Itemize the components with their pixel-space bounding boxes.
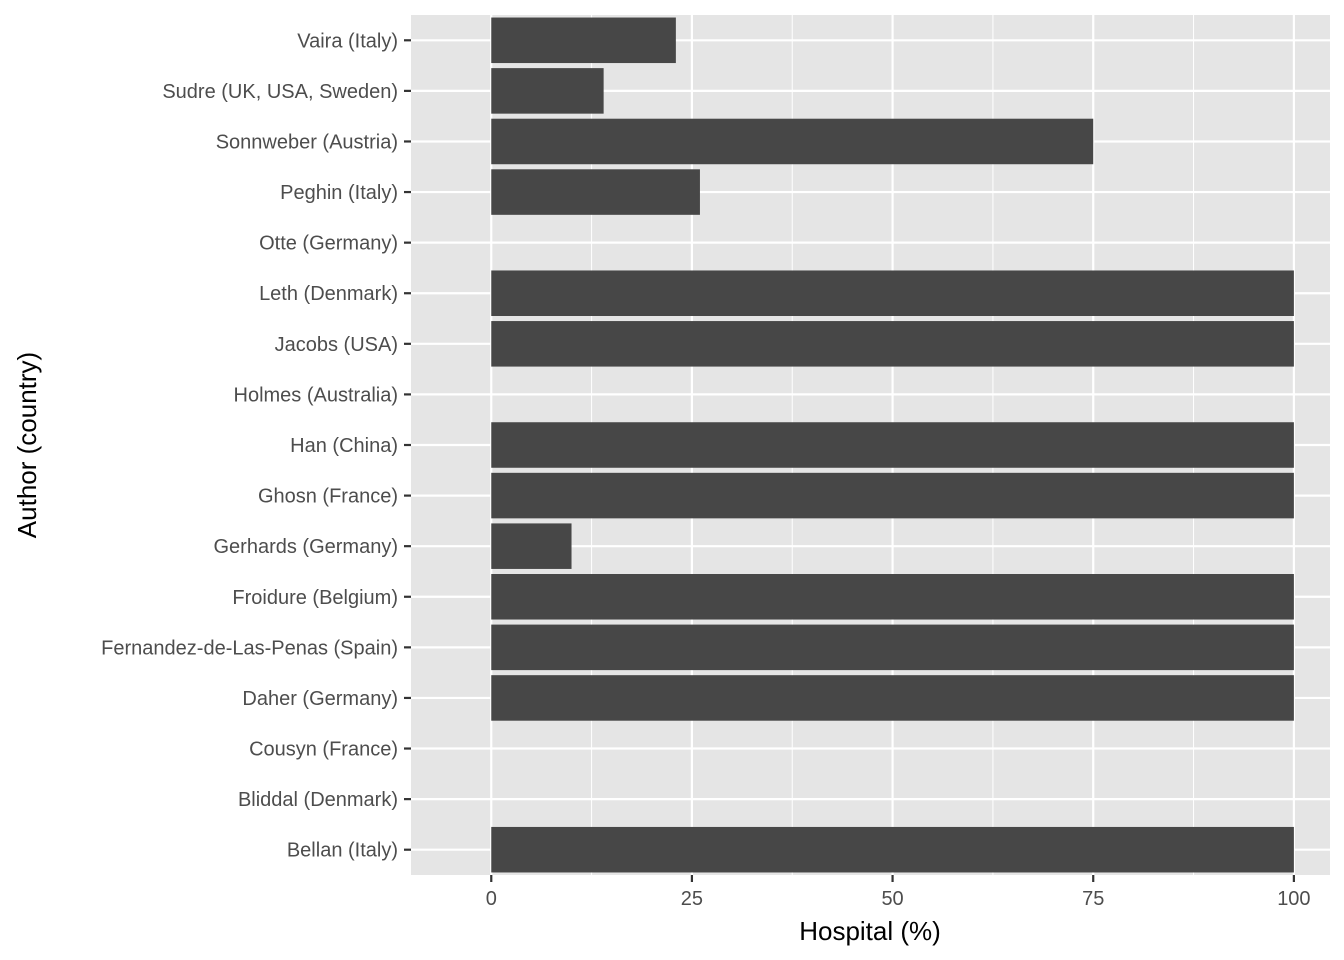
y-tick-label: Vaira (Italy)	[297, 30, 398, 52]
bar	[491, 169, 700, 215]
y-tick-label: Daher (Germany)	[242, 688, 398, 710]
bar	[491, 624, 1294, 671]
bar	[491, 270, 1294, 316]
y-tick-label: Bellan (Italy)	[287, 840, 398, 862]
y-axis-title: Author (country)	[12, 352, 42, 538]
y-tick-label: Froidure (Belgium)	[232, 587, 398, 609]
y-tick-label: Bliddal (Denmark)	[238, 789, 398, 811]
x-tick-label: 100	[1277, 888, 1310, 910]
y-tick-label: Holmes (Australia)	[234, 384, 398, 406]
bar	[491, 826, 1294, 873]
y-tick-label: Sonnweber (Austria)	[216, 131, 398, 153]
y-tick-label: Fernandez-de-Las-Penas (Spain)	[101, 637, 398, 659]
bar	[491, 17, 676, 64]
y-tick-label: Peghin (Italy)	[280, 182, 398, 204]
bar	[491, 321, 1294, 367]
bar	[491, 675, 1294, 721]
y-axis: Vaira (Italy) Sudre (UK, USA, Sweden) Sonn…	[101, 30, 411, 862]
bar	[491, 68, 604, 114]
x-tick-label: 25	[681, 888, 703, 910]
x-tick-label: 0	[486, 888, 497, 910]
x-axis: 0 25 50 75 100	[486, 875, 1311, 910]
y-tick-label: Ghosn (France)	[258, 486, 398, 508]
x-tick-label: 75	[1082, 888, 1104, 910]
bar	[491, 472, 1294, 519]
y-tick-label: Sudre (UK, USA, Sweden)	[162, 81, 398, 103]
y-tick-label: Leth (Denmark)	[259, 283, 398, 305]
y-tick-label: Cousyn (France)	[249, 739, 398, 761]
x-axis-title: Hospital (%)	[799, 916, 941, 946]
bar	[491, 422, 1294, 468]
bars	[491, 17, 1294, 873]
bar	[491, 118, 1094, 165]
y-tick-label: Gerhards (Germany)	[214, 536, 399, 558]
bar	[491, 523, 572, 569]
bar	[491, 574, 1294, 620]
x-tick-label: 50	[881, 888, 903, 910]
y-tick-label: Jacobs (USA)	[275, 334, 398, 356]
y-tick-label: Otte (Germany)	[259, 233, 398, 255]
y-tick-label: Han (China)	[290, 435, 398, 457]
